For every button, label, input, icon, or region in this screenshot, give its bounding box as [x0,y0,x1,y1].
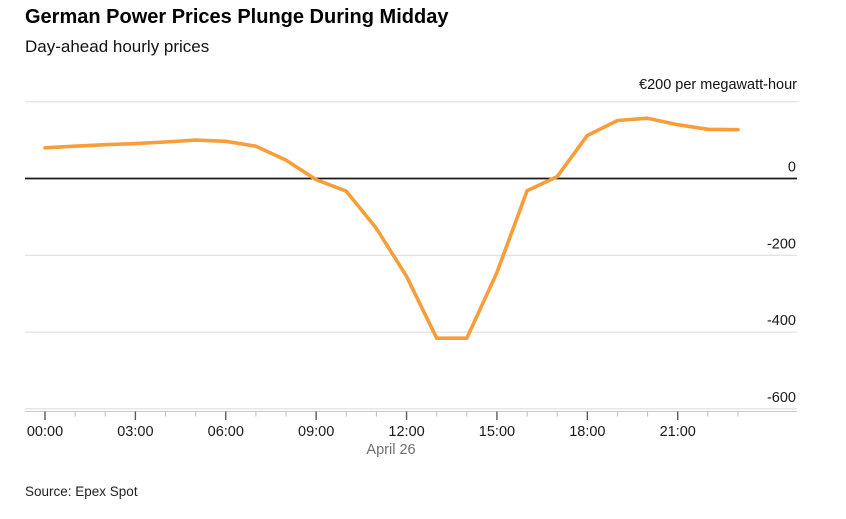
price-line [43,116,740,341]
x-tick-label: 12:00 [388,424,424,440]
y-tick-label: -200 [767,236,796,252]
chart-title: German Power Prices Plunge During Midday [25,6,449,28]
x-tick-label: 09:00 [298,424,334,440]
x-axis-caption: April 26 [366,442,416,458]
x-tick-label: 06:00 [208,424,244,440]
y-tick-label: -400 [767,313,796,329]
y-tick-label: -600 [767,390,796,406]
chart-subtitle: Day-ahead hourly prices [25,37,210,56]
y-tick-label: 0 [788,160,796,176]
y-axis-unit-label: €200 per megawatt-hour [639,77,797,93]
x-tick-label: 18:00 [569,424,605,440]
x-tick-label: 00:00 [27,424,63,440]
source-credit: Source: Epex Spot [25,484,138,499]
x-tick-label: 21:00 [660,424,696,440]
x-tick-label: 15:00 [479,424,515,440]
x-tick-label: 03:00 [117,424,153,440]
